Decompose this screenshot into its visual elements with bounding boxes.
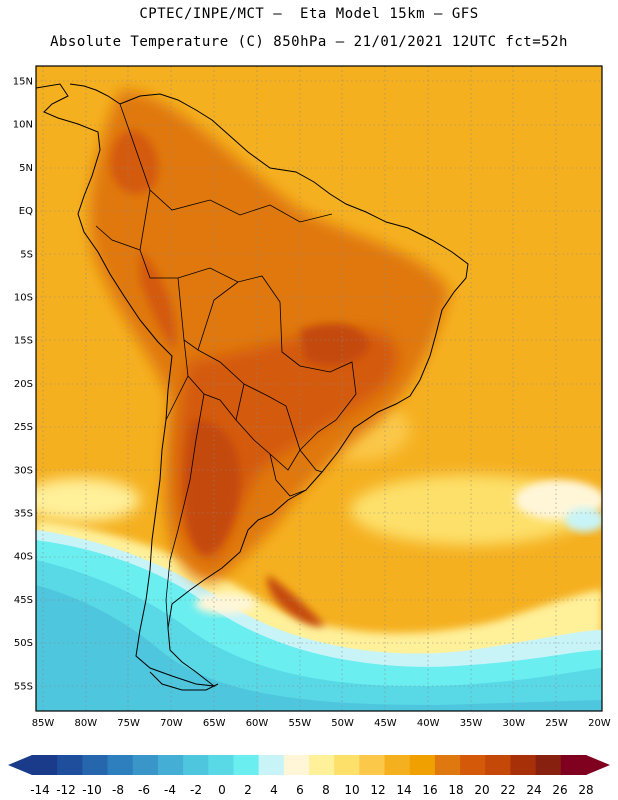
colorbar-tick-label: 20	[474, 783, 489, 797]
colorbar-swatch	[434, 755, 461, 775]
lon-label: 45W	[374, 718, 397, 729]
lat-label: 5S	[20, 249, 33, 260]
latitude-labels: 15N 10N 5N EQ 5S 10S 15S 20S 25S 30S 35S 40S 45S 50S 5…	[13, 77, 33, 693]
lat-label: 10S	[14, 293, 33, 304]
longitude-labels: 85W 80W 75W 70W 65W 60W 55W 50W 45W 40W 35W 30W 25W 2…	[32, 718, 611, 729]
temperature-field	[36, 66, 602, 711]
lat-label: 15S	[14, 336, 33, 347]
colorbar-swatch	[132, 755, 159, 775]
lat-label: 15N	[13, 77, 33, 88]
lat-label: 25S	[14, 422, 33, 433]
colorbar-swatch	[107, 755, 134, 775]
colorbar-swatch	[157, 755, 184, 775]
lat-label: EQ	[19, 206, 33, 217]
colorbar-swatch	[359, 755, 386, 775]
lon-label: 60W	[246, 718, 269, 729]
colorbar-tick-label: 2	[244, 783, 252, 797]
chart-title: CPTEC/INPE/MCT – Eta Model 15km – GFS	[139, 6, 479, 22]
colorbar-swatch	[57, 755, 83, 775]
colorbar-tick-label: 16	[422, 783, 437, 797]
colorbar-tick-label: -12	[56, 783, 76, 797]
colorbar-tick-label: 28	[578, 783, 593, 797]
colorbar-swatch	[560, 755, 587, 775]
colorbar-swatch	[535, 755, 562, 775]
map-frame	[35, 65, 603, 712]
lat-label: 10N	[13, 120, 33, 131]
colorbar-tick-label: -10	[82, 783, 102, 797]
lat-label: 45S	[14, 595, 33, 606]
colorbar-swatch	[309, 755, 335, 775]
colorbar-tick-label: 24	[526, 783, 541, 797]
lon-label: 65W	[203, 718, 226, 729]
colorbar-swatch	[183, 755, 209, 775]
colorbar-tick-label: -4	[164, 783, 176, 797]
colorbar-swatch	[82, 755, 109, 775]
lat-label: 20S	[14, 379, 33, 390]
lon-label: 30W	[502, 718, 525, 729]
lat-label: 35S	[14, 509, 33, 520]
colorbar-tick-label: 6	[296, 783, 304, 797]
lon-label: 40W	[417, 718, 440, 729]
country-borders	[95, 103, 357, 629]
lon-label: 35W	[460, 718, 483, 729]
lat-label: 30S	[14, 465, 33, 476]
lon-label: 25W	[545, 718, 568, 729]
lon-label: 85W	[32, 718, 55, 729]
colorbar-swatch	[409, 755, 436, 775]
colorbar-swatch	[510, 755, 537, 775]
colorbar-tick-label: 0	[218, 783, 226, 797]
lon-label: 20W	[588, 718, 611, 729]
lon-label: 80W	[74, 718, 97, 729]
coastline	[36, 83, 469, 691]
colorbar-swatch	[233, 755, 260, 775]
colorbar-tick-label: -14	[30, 783, 50, 797]
lon-label: 70W	[160, 718, 183, 729]
lon-label: 50W	[331, 718, 354, 729]
colorbar-low-arrow	[8, 755, 32, 775]
colorbar: -14 -12 -10 -8 -6 -4 -2 0 2 4 6 8 10 12 14 16 18 20 22 24 26…	[8, 755, 610, 797]
temperature-map: 15N 10N 5N EQ 5S 10S 15S 20S 25S 30S 35S 40S 45S 50S 5…	[13, 65, 611, 729]
colorbar-swatch	[384, 755, 411, 775]
colorbar-tick-label: 4	[270, 783, 278, 797]
colorbar-tick-label: 8	[322, 783, 330, 797]
colorbar-tick-label: 22	[500, 783, 515, 797]
lon-label: 75W	[117, 718, 140, 729]
chart-subtitle: Absolute Temperature (C) 850hPa – 21/01/…	[50, 34, 568, 50]
lat-label: 55S	[14, 681, 33, 692]
colorbar-tick-label: -6	[138, 783, 150, 797]
colorbar-tick-label: 18	[448, 783, 463, 797]
colorbar-swatch	[334, 755, 360, 775]
lon-label: 55W	[288, 718, 311, 729]
colorbar-swatch	[32, 755, 58, 775]
colorbar-tick-label: 10	[344, 783, 359, 797]
colorbar-swatch	[283, 755, 310, 775]
colorbar-swatch	[208, 755, 234, 775]
lat-label: 5N	[19, 163, 33, 174]
colorbar-tick-label: 26	[552, 783, 567, 797]
colorbar-swatch	[485, 755, 511, 775]
colorbar-tick-label: 14	[396, 783, 411, 797]
lat-label: 40S	[14, 552, 33, 563]
colorbar-tick-label: -2	[190, 783, 202, 797]
lat-label: 50S	[14, 638, 33, 649]
colorbar-tick-label: -8	[112, 783, 124, 797]
colorbar-high-arrow	[586, 755, 610, 775]
colorbar-tick-label: 12	[370, 783, 385, 797]
colorbar-swatch	[258, 755, 285, 775]
colorbar-swatch	[460, 755, 486, 775]
